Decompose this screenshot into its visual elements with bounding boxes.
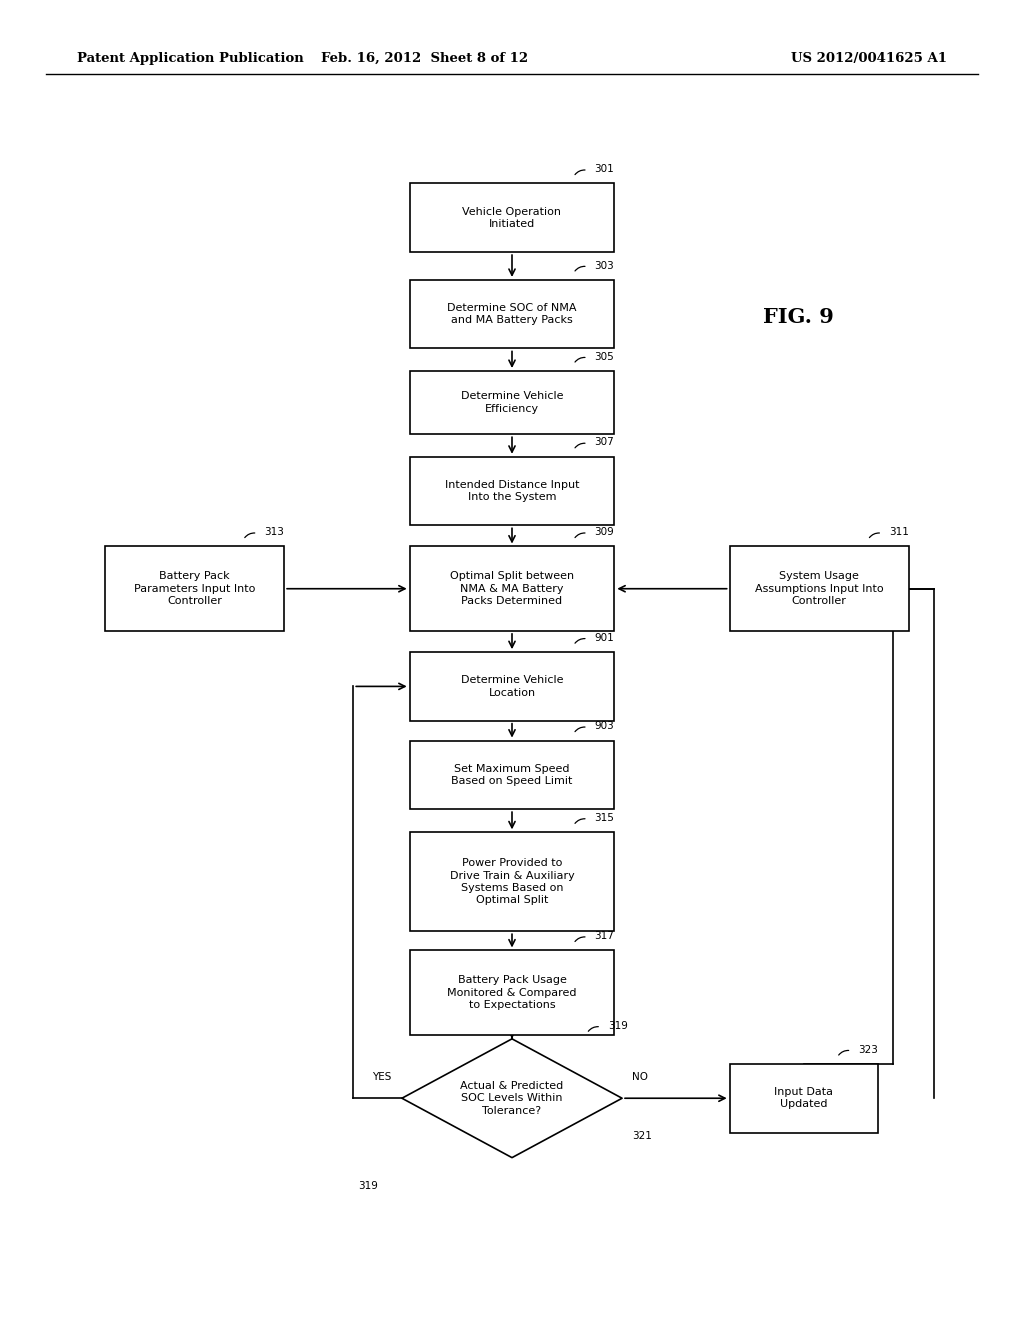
Bar xyxy=(410,183,614,252)
Text: 319: 319 xyxy=(358,1181,378,1192)
Text: 313: 313 xyxy=(264,527,284,537)
Text: 319: 319 xyxy=(608,1020,628,1031)
Bar xyxy=(410,280,614,348)
Text: Power Provided to
Drive Train & Auxiliary
Systems Based on
Optimal Split: Power Provided to Drive Train & Auxiliar… xyxy=(450,858,574,906)
Bar xyxy=(410,652,614,721)
Text: Actual & Predicted
SOC Levels Within
Tolerance?: Actual & Predicted SOC Levels Within Tol… xyxy=(461,1081,563,1115)
Text: System Usage
Assumptions Input Into
Controller: System Usage Assumptions Input Into Cont… xyxy=(755,572,884,606)
Text: Input Data
Updated: Input Data Updated xyxy=(774,1088,834,1109)
Text: 317: 317 xyxy=(595,931,614,941)
Text: 321: 321 xyxy=(633,1131,652,1142)
Text: 303: 303 xyxy=(595,260,614,271)
Text: Intended Distance Input
Into the System: Intended Distance Input Into the System xyxy=(444,480,580,502)
Text: 315: 315 xyxy=(595,813,614,824)
Text: Optimal Split between
NMA & MA Battery
Packs Determined: Optimal Split between NMA & MA Battery P… xyxy=(450,572,574,606)
Text: Patent Application Publication: Patent Application Publication xyxy=(77,51,303,65)
Text: Vehicle Operation
Initiated: Vehicle Operation Initiated xyxy=(463,207,561,228)
Bar xyxy=(410,832,614,932)
Bar xyxy=(729,546,909,631)
Text: 311: 311 xyxy=(889,527,909,537)
Text: FIG. 9: FIG. 9 xyxy=(763,306,835,327)
Text: 309: 309 xyxy=(595,527,614,537)
Text: 903: 903 xyxy=(595,721,614,731)
Bar xyxy=(410,950,614,1035)
Bar xyxy=(410,741,614,809)
Text: YES: YES xyxy=(373,1072,391,1082)
Bar xyxy=(410,546,614,631)
Bar xyxy=(729,1064,879,1133)
Text: Set Maximum Speed
Based on Speed Limit: Set Maximum Speed Based on Speed Limit xyxy=(452,764,572,785)
Text: Determine Vehicle
Location: Determine Vehicle Location xyxy=(461,676,563,697)
Text: 307: 307 xyxy=(595,437,614,447)
Text: 901: 901 xyxy=(595,632,614,643)
Text: NO: NO xyxy=(633,1072,648,1082)
Text: Determine Vehicle
Efficiency: Determine Vehicle Efficiency xyxy=(461,392,563,413)
Text: US 2012/0041625 A1: US 2012/0041625 A1 xyxy=(792,51,947,65)
Text: Feb. 16, 2012  Sheet 8 of 12: Feb. 16, 2012 Sheet 8 of 12 xyxy=(322,51,528,65)
Polygon shape xyxy=(401,1039,623,1158)
Bar xyxy=(410,457,614,525)
Text: 323: 323 xyxy=(858,1044,879,1055)
Bar xyxy=(105,546,284,631)
Bar xyxy=(410,371,614,434)
Text: 305: 305 xyxy=(595,351,614,362)
Text: 301: 301 xyxy=(595,164,614,174)
Text: Battery Pack
Parameters Input Into
Controller: Battery Pack Parameters Input Into Contr… xyxy=(134,572,255,606)
Text: Determine SOC of NMA
and MA Battery Packs: Determine SOC of NMA and MA Battery Pack… xyxy=(447,304,577,325)
Text: Battery Pack Usage
Monitored & Compared
to Expectations: Battery Pack Usage Monitored & Compared … xyxy=(447,975,577,1010)
